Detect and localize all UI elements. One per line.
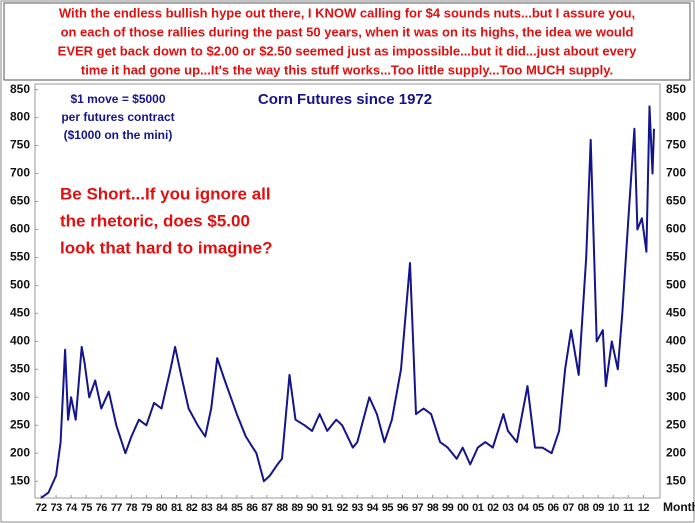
comment-line: Be Short...If you ignore all — [60, 184, 271, 203]
y2-tick-label: 150 — [666, 473, 686, 487]
x-tick-label: 74 — [66, 502, 79, 514]
x-tick-label: 73 — [50, 502, 62, 514]
header-line: EVER get back down to $2.00 or $2.50 see… — [58, 43, 637, 58]
y2-tick-label: 800 — [666, 110, 686, 124]
contract-note: per futures contract — [61, 110, 174, 124]
y2-tick-label: 650 — [666, 194, 686, 208]
x-tick-label: 12 — [638, 502, 650, 514]
x-tick-label: 90 — [306, 502, 318, 514]
x-tick-label: 99 — [442, 502, 454, 514]
y2-tick-label: 250 — [666, 417, 686, 431]
y-tick-label: 400 — [10, 334, 30, 348]
x-tick-label: 09 — [593, 502, 605, 514]
y-tick-label: 650 — [10, 194, 30, 208]
contract-note: ($1000 on the mini) — [64, 128, 173, 142]
y-tick-label: 200 — [10, 445, 30, 459]
frequency-label: Monthly — [663, 500, 695, 514]
y-tick-label: 250 — [10, 417, 30, 431]
x-tick-label: 97 — [412, 502, 424, 514]
y-tick-label: 600 — [10, 222, 30, 236]
y-tick-label: 750 — [10, 138, 30, 152]
y-tick-label: 550 — [10, 250, 30, 264]
y2-tick-label: 600 — [666, 222, 686, 236]
price-line — [40, 105, 655, 499]
y-tick-label: 500 — [10, 278, 30, 292]
x-tick-label: 91 — [322, 502, 334, 514]
x-tick-label: 78 — [126, 502, 138, 514]
x-tick-label: 84 — [216, 502, 229, 514]
y-tick-label: 300 — [10, 389, 30, 403]
x-tick-label: 80 — [156, 502, 168, 514]
contract-note: $1 move = $5000 — [70, 92, 165, 106]
x-tick-label: 02 — [487, 502, 499, 514]
y-tick-label: 800 — [10, 110, 30, 124]
x-tick-label: 89 — [291, 502, 303, 514]
x-tick-label: 88 — [276, 502, 288, 514]
y-tick-label: 850 — [10, 82, 30, 96]
header-line: With the endless bullish hype out there,… — [59, 5, 635, 20]
y-tick-label: 700 — [10, 166, 30, 180]
header-line: time it had gone up...It's the way this … — [81, 62, 613, 77]
x-tick-label: 05 — [532, 502, 544, 514]
y-tick-label: 150 — [10, 473, 30, 487]
comment-line: the rhetoric, does $5.00 — [60, 211, 250, 230]
x-tick-label: 93 — [352, 502, 364, 514]
header-box — [3, 2, 691, 81]
x-tick-label: 95 — [382, 502, 394, 514]
comment-line: look that hard to imagine? — [60, 238, 273, 257]
x-tick-label: 77 — [111, 502, 123, 514]
x-tick-label: 08 — [578, 502, 590, 514]
x-tick-label: 94 — [367, 502, 380, 514]
y2-tick-label: 850 — [666, 82, 686, 96]
x-tick-label: 87 — [261, 502, 273, 514]
plot-area — [34, 83, 661, 499]
chart-title: Corn Futures since 1972 — [258, 91, 432, 108]
x-tick-label: 96 — [397, 502, 409, 514]
x-tick-label: 86 — [246, 502, 258, 514]
x-tick-label: 07 — [563, 502, 575, 514]
x-tick-label: 75 — [81, 502, 93, 514]
y2-tick-label: 750 — [666, 138, 686, 152]
y2-tick-label: 450 — [666, 306, 686, 320]
header-line: on each of those rallies during the past… — [61, 24, 634, 39]
x-tick-label: 11 — [623, 502, 634, 514]
y2-tick-label: 350 — [666, 361, 686, 375]
x-tick-label: 06 — [547, 502, 559, 514]
x-tick-label: 10 — [608, 502, 620, 514]
x-tick-label: 72 — [35, 502, 47, 514]
x-tick-label: 76 — [96, 502, 108, 514]
y2-tick-label: 500 — [666, 278, 686, 292]
y-tick-label: 350 — [10, 361, 30, 375]
y2-tick-label: 550 — [666, 250, 686, 264]
x-tick-label: 81 — [171, 502, 183, 514]
x-tick-label: 04 — [517, 502, 530, 514]
x-tick-label: 82 — [186, 502, 198, 514]
x-tick-label: 92 — [337, 502, 349, 514]
x-tick-label: 00 — [457, 502, 469, 514]
y2-tick-label: 400 — [666, 334, 686, 348]
y2-tick-label: 700 — [666, 166, 686, 180]
x-tick-label: 03 — [502, 502, 514, 514]
x-tick-label: 98 — [427, 502, 439, 514]
y-tick-label: 450 — [10, 306, 30, 320]
x-tick-label: 79 — [141, 502, 153, 514]
x-tick-label: 01 — [472, 502, 484, 514]
x-tick-label: 85 — [231, 502, 243, 514]
x-tick-label: 83 — [201, 502, 213, 514]
y2-tick-label: 200 — [666, 445, 686, 459]
y2-tick-label: 300 — [666, 389, 686, 403]
